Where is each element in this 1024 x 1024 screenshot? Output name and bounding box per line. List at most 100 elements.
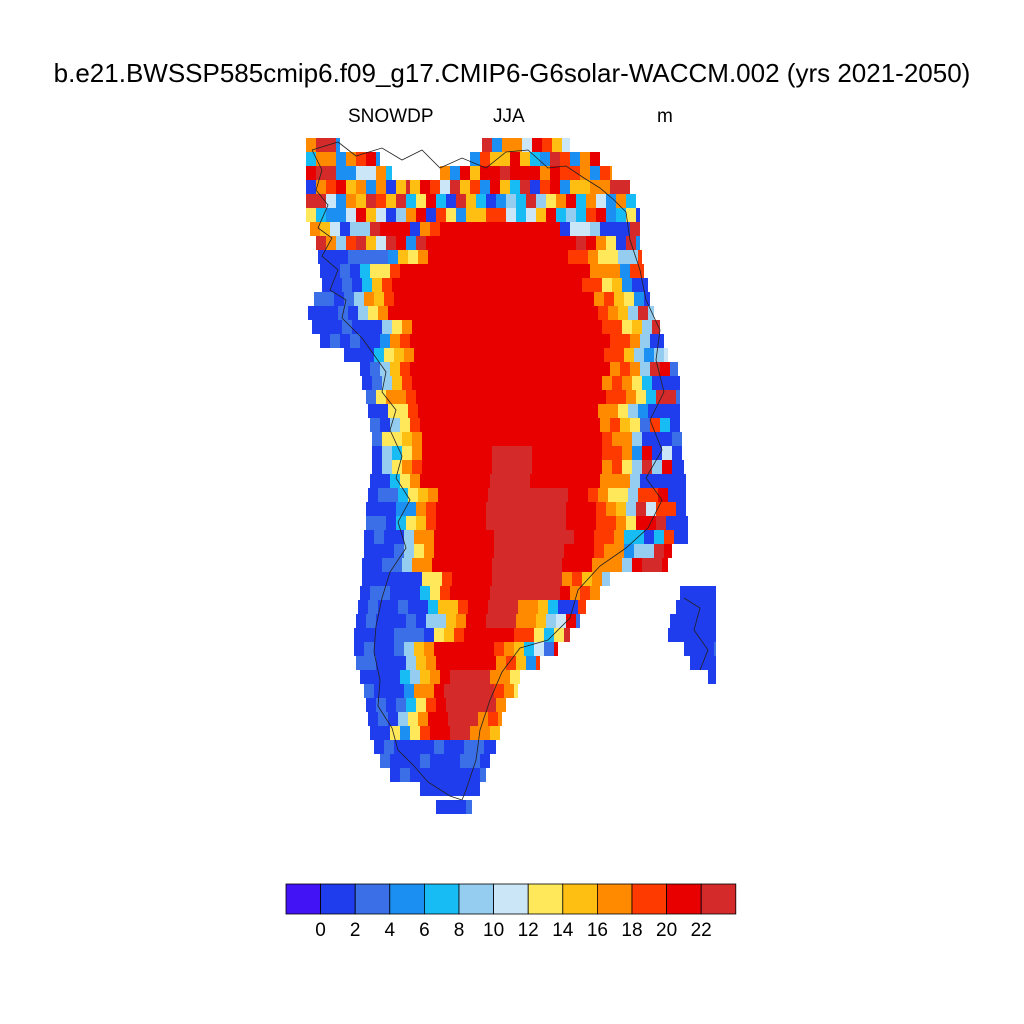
map-cell bbox=[350, 222, 360, 236]
map-cell bbox=[630, 222, 640, 236]
map-cell bbox=[338, 250, 348, 264]
map-cell bbox=[502, 460, 512, 474]
map-cell bbox=[650, 418, 660, 432]
map-cell bbox=[478, 250, 488, 264]
map-cell bbox=[592, 278, 602, 292]
map-cell bbox=[698, 628, 708, 642]
map-cell bbox=[378, 306, 388, 320]
map-cell bbox=[476, 656, 486, 670]
map-cell bbox=[408, 306, 418, 320]
map-cell bbox=[472, 320, 482, 334]
map-cell bbox=[492, 460, 502, 474]
map-cell bbox=[586, 194, 596, 208]
map-cell bbox=[382, 446, 392, 460]
map-cell bbox=[368, 306, 378, 320]
map-cell bbox=[476, 390, 486, 404]
map-cell bbox=[558, 250, 568, 264]
map-cell bbox=[498, 712, 502, 726]
map-cell bbox=[616, 208, 626, 222]
map-cell bbox=[444, 684, 454, 698]
map-cell bbox=[700, 656, 710, 670]
map-cell bbox=[710, 656, 716, 670]
map-cell bbox=[326, 152, 336, 166]
map-cell bbox=[616, 236, 626, 250]
colorbar-swatch bbox=[493, 883, 529, 915]
map-cell bbox=[446, 236, 456, 250]
map-cell bbox=[560, 180, 570, 194]
map-cell bbox=[608, 306, 618, 320]
map-cell bbox=[486, 516, 496, 530]
map-cell bbox=[628, 488, 638, 502]
map-cell bbox=[434, 684, 444, 698]
map-cell bbox=[466, 236, 476, 250]
map-cell bbox=[480, 180, 490, 194]
map-cell bbox=[532, 138, 542, 152]
map-cell bbox=[392, 376, 402, 390]
map-cell bbox=[306, 180, 316, 194]
map-cell bbox=[360, 334, 370, 348]
map-cell bbox=[486, 502, 496, 516]
map-cell bbox=[418, 306, 428, 320]
map-cell bbox=[552, 572, 562, 586]
map-cell bbox=[546, 502, 556, 516]
map-cell bbox=[588, 306, 598, 320]
map-cell bbox=[466, 208, 476, 222]
map-cell bbox=[460, 418, 470, 432]
map-cell bbox=[486, 236, 496, 250]
map-cell bbox=[558, 488, 568, 502]
map-cell bbox=[378, 488, 388, 502]
map-cell bbox=[568, 404, 578, 418]
map-cell bbox=[428, 712, 438, 726]
map-cell bbox=[422, 446, 432, 460]
map-cell bbox=[400, 726, 410, 740]
map-cell bbox=[612, 278, 622, 292]
map-cell bbox=[568, 306, 578, 320]
map-cell bbox=[510, 334, 520, 348]
map-cell bbox=[390, 264, 400, 278]
map-cell bbox=[326, 180, 336, 194]
map-cell bbox=[414, 642, 424, 656]
map-cell bbox=[562, 572, 572, 586]
map-cell bbox=[412, 432, 422, 446]
map-cell bbox=[490, 222, 500, 236]
map-cell bbox=[306, 152, 316, 166]
map-cell bbox=[598, 488, 608, 502]
map-cell bbox=[440, 474, 450, 488]
colorbar-swatch bbox=[527, 883, 564, 915]
map-cell bbox=[376, 516, 386, 530]
map-cell bbox=[530, 166, 540, 180]
map-cell bbox=[512, 558, 522, 572]
map-cell bbox=[550, 222, 560, 236]
colorbar bbox=[285, 883, 737, 915]
map-cell bbox=[400, 474, 410, 488]
map-cell bbox=[432, 572, 442, 586]
map-cell bbox=[470, 334, 480, 348]
map-cell bbox=[610, 180, 620, 194]
map-cell bbox=[368, 712, 378, 726]
map-cell bbox=[578, 404, 588, 418]
map-cell bbox=[454, 292, 464, 306]
map-cell bbox=[492, 432, 502, 446]
map-cell bbox=[418, 712, 428, 726]
map-cell bbox=[486, 656, 496, 670]
map-cell bbox=[524, 544, 534, 558]
map-cell bbox=[336, 194, 346, 208]
map-cell bbox=[386, 180, 396, 194]
map-cell bbox=[580, 166, 590, 180]
map-cell bbox=[582, 376, 592, 390]
map-cell bbox=[520, 152, 530, 166]
map-cell bbox=[348, 250, 358, 264]
variable-label: SNOWDP bbox=[348, 106, 434, 127]
map-cell bbox=[468, 712, 478, 726]
map-cell bbox=[622, 460, 632, 474]
map-cell bbox=[572, 320, 582, 334]
map-cell bbox=[366, 208, 376, 222]
map-cell bbox=[370, 334, 380, 348]
map-cell bbox=[620, 474, 630, 488]
map-cell bbox=[462, 376, 472, 390]
map-cell bbox=[628, 306, 638, 320]
map-cell bbox=[614, 544, 624, 558]
map-cell bbox=[412, 446, 422, 460]
map-cell bbox=[496, 516, 506, 530]
map-cell bbox=[366, 614, 376, 628]
